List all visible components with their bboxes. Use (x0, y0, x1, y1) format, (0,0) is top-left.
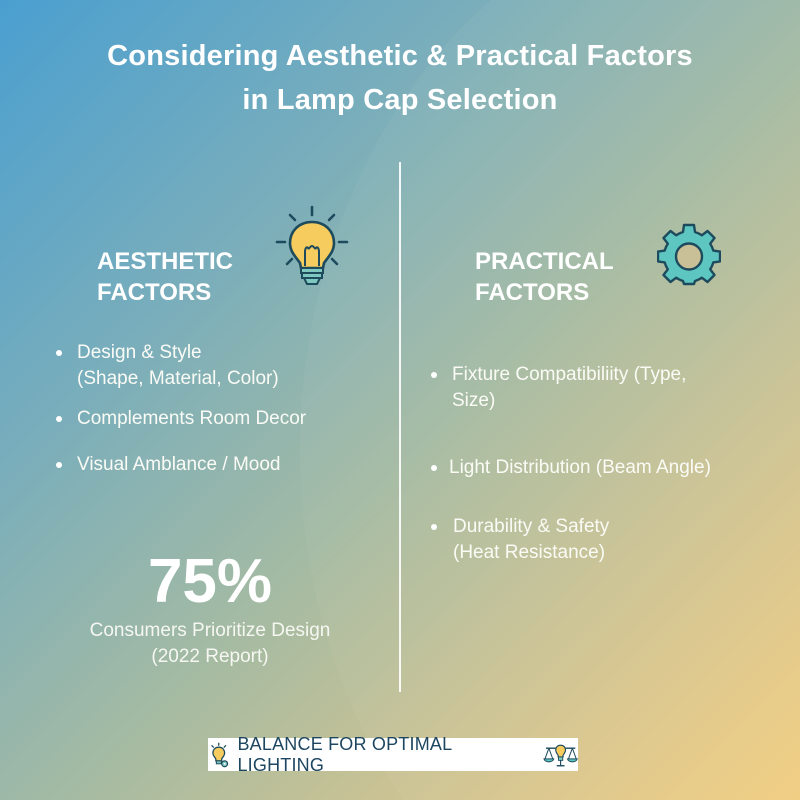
aesthetic-item-1: Design & Style (Shape, Material, Color) (56, 340, 376, 392)
stat-label: Consumers Prioritize Design (2022 Report… (40, 618, 380, 670)
bullet-dot (56, 416, 62, 422)
bullet-dot (431, 524, 437, 530)
aesthetic-heading-line-2: FACTORS (97, 279, 212, 306)
aesthetic-item-2: Complements Room Decor (56, 406, 376, 432)
background-sheen (300, 0, 800, 800)
practical-heading-line-2: FACTORS (475, 279, 590, 306)
title-line-1: Considering Aesthetic & Practical Factor… (107, 40, 693, 72)
stat-value: 75% (147, 547, 273, 616)
aesthetic-heading-line-1: AESTHETIC (97, 248, 234, 275)
footer-banner: BALANCE FOR OPTIMAL LIGHTING (208, 734, 578, 775)
bullet-dot (431, 465, 437, 471)
practical-item-1: Fixture Compatibiliity (Type, Size) (431, 362, 791, 414)
lightbulb-icon (275, 205, 349, 285)
stat-label-line-1: Consumers Prioritize Design (89, 620, 331, 641)
bullet-dot (56, 462, 62, 468)
practical-item-3: Durability & Safety (Heat Resistance) (431, 514, 791, 566)
gear-icon (657, 223, 721, 286)
practical-item-2: Light Distribution (Beam Angle) (431, 455, 791, 481)
footer-label: BALANCE FOR OPTIMAL LIGHTING (237, 733, 452, 775)
bullet-dot (56, 350, 62, 356)
balance-scale-icon (543, 744, 578, 766)
aesthetic-item-3: Visual Amblance / Mood (56, 452, 376, 478)
bullet-dot (431, 372, 437, 378)
title-line-2: in Lamp Cap Selection (242, 84, 558, 116)
practical-heading-line-1: PRACTICAL (475, 248, 614, 275)
stat-label-line-2: (2022 Report) (151, 646, 269, 667)
aesthetic-heading: AESTHETIC FACTORS (97, 246, 233, 308)
page-title: Considering Aesthetic & Practical Factor… (0, 34, 800, 122)
lightbulb-gear-icon (211, 742, 229, 767)
practical-heading: PRACTICAL FACTORS (475, 246, 614, 308)
column-divider (399, 162, 401, 692)
